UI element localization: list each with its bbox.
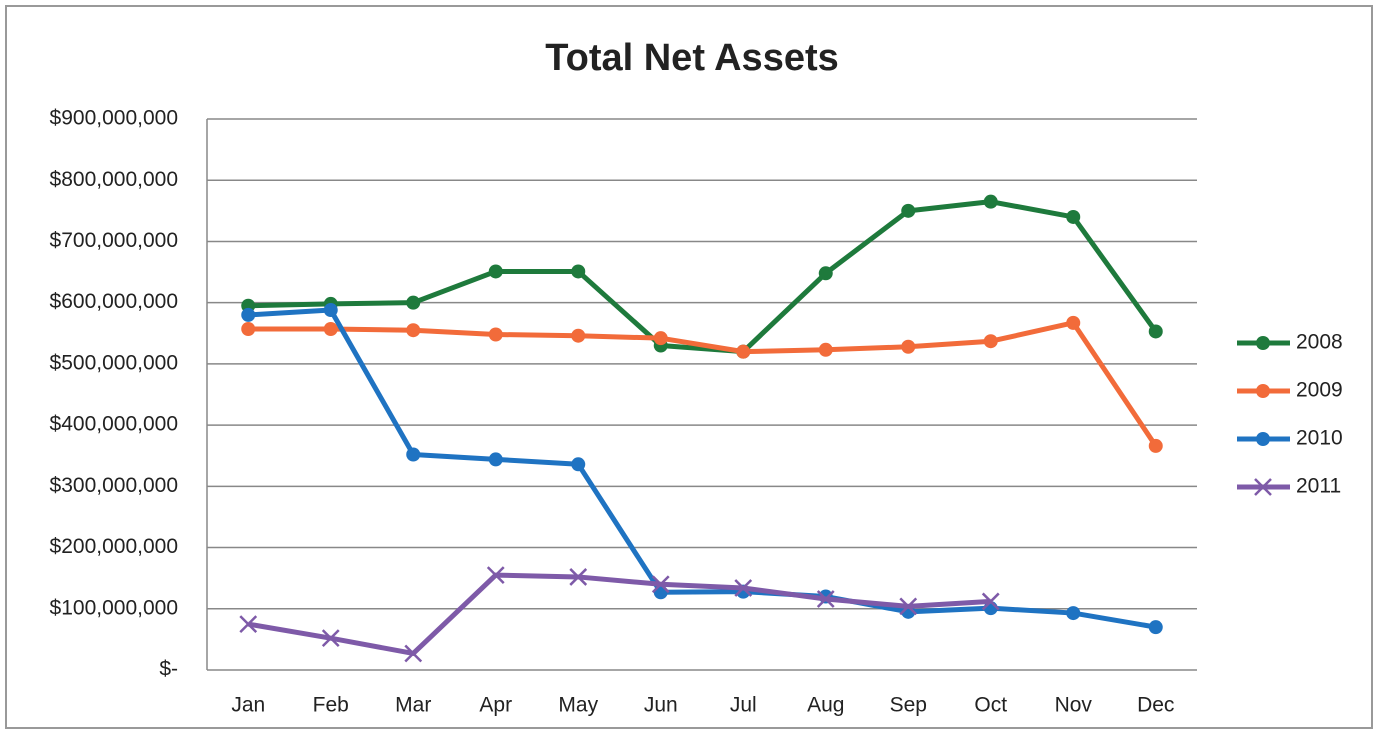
legend-label: 2008 bbox=[1296, 331, 1343, 354]
y-tick-label: $500,000,000 bbox=[50, 351, 178, 374]
marker bbox=[323, 321, 338, 336]
marker bbox=[736, 344, 751, 359]
marker bbox=[653, 331, 668, 346]
marker bbox=[983, 334, 998, 349]
x-tick-label: Jun bbox=[644, 694, 678, 717]
marker bbox=[571, 264, 586, 279]
y-tick-label: $800,000,000 bbox=[50, 168, 178, 191]
marker bbox=[406, 323, 421, 338]
marker bbox=[323, 303, 338, 318]
marker bbox=[406, 295, 421, 310]
marker bbox=[901, 339, 916, 354]
marker bbox=[321, 629, 340, 648]
marker bbox=[816, 590, 835, 608]
legend-label: 2009 bbox=[1296, 379, 1343, 402]
marker bbox=[569, 568, 588, 586]
x-tick-label: Jan bbox=[231, 694, 265, 717]
y-tick-label: $300,000,000 bbox=[50, 474, 178, 497]
legend-marker bbox=[1256, 384, 1270, 398]
marker bbox=[488, 452, 503, 467]
legend-label: 2011 bbox=[1296, 475, 1341, 498]
x-tick-label: Mar bbox=[395, 694, 431, 717]
x-tick-label: Aug bbox=[807, 694, 844, 717]
marker bbox=[1148, 620, 1163, 635]
marker bbox=[899, 597, 918, 616]
y-tick-label: $200,000,000 bbox=[50, 535, 178, 558]
x-tick-label: Jul bbox=[730, 694, 757, 717]
y-tick-label: $100,000,000 bbox=[50, 596, 178, 619]
legend-marker bbox=[1254, 478, 1272, 496]
x-tick-label: Oct bbox=[974, 694, 1007, 717]
marker bbox=[486, 566, 505, 584]
y-tick-label: $600,000,000 bbox=[50, 290, 178, 313]
chart-border bbox=[5, 5, 1373, 729]
marker bbox=[734, 579, 753, 597]
x-tick-label: Sep bbox=[890, 694, 927, 717]
marker bbox=[1066, 209, 1081, 224]
marker bbox=[1148, 324, 1163, 339]
marker bbox=[404, 644, 423, 663]
marker bbox=[1066, 606, 1081, 621]
marker bbox=[653, 585, 668, 600]
legend-marker bbox=[1256, 432, 1270, 446]
y-tick-label: $- bbox=[159, 658, 178, 681]
marker bbox=[901, 203, 916, 218]
marker bbox=[1148, 438, 1163, 453]
marker bbox=[818, 266, 833, 281]
marker bbox=[571, 328, 586, 343]
marker bbox=[241, 321, 256, 336]
x-tick-label: Apr bbox=[479, 694, 512, 717]
x-tick-label: May bbox=[558, 694, 598, 717]
marker bbox=[818, 342, 833, 357]
marker bbox=[983, 194, 998, 209]
marker bbox=[571, 457, 586, 472]
marker bbox=[488, 327, 503, 342]
legend-marker bbox=[1256, 336, 1270, 350]
marker bbox=[1066, 315, 1081, 330]
x-tick-label: Dec bbox=[1137, 694, 1174, 717]
chart-title: Total Net Assets bbox=[545, 37, 839, 79]
series-line bbox=[248, 199, 1158, 355]
marker bbox=[488, 264, 503, 279]
series-line bbox=[247, 572, 991, 656]
marker bbox=[651, 575, 670, 594]
marker bbox=[981, 592, 1000, 611]
marker bbox=[239, 615, 258, 633]
y-tick-label: $400,000,000 bbox=[50, 413, 178, 436]
y-tick-label: $900,000,000 bbox=[50, 107, 178, 130]
marker bbox=[241, 307, 256, 322]
legend-label: 2010 bbox=[1296, 427, 1343, 450]
y-tick-label: $700,000,000 bbox=[50, 229, 178, 252]
series-line bbox=[248, 320, 1158, 448]
marker bbox=[406, 447, 421, 462]
x-tick-label: Feb bbox=[313, 694, 349, 717]
x-tick-label: Nov bbox=[1055, 694, 1093, 717]
series-line bbox=[248, 307, 1157, 630]
